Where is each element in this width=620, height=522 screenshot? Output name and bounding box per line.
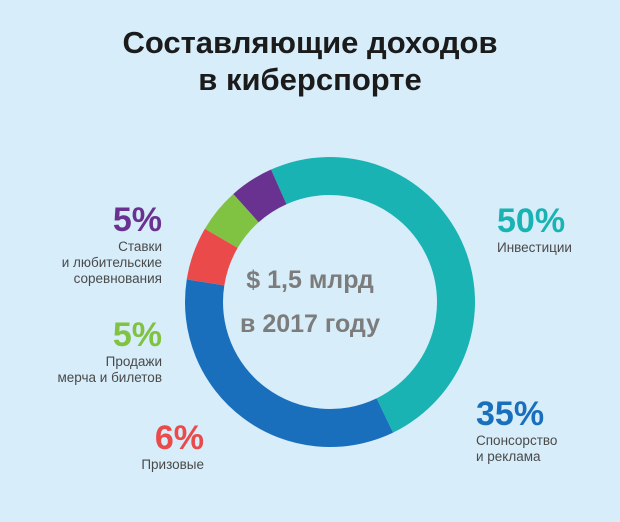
pct-sponsorship: 35% xyxy=(476,395,545,433)
slice-prizes xyxy=(186,228,238,286)
chart-title: Составляющие доходов в киберспорте xyxy=(0,24,620,98)
desc-bets-2: и любительские xyxy=(61,255,162,270)
slice-sponsorship xyxy=(184,279,394,447)
desc-sponsorship-2: и реклама xyxy=(476,449,541,464)
center-year: в 2017 году xyxy=(240,310,380,338)
label-merch: 5% Продажи мерча и билетов xyxy=(0,316,162,386)
desc-bets-1: Ставки xyxy=(118,239,162,254)
pct-prizes: 6% xyxy=(154,419,204,457)
label-bets: 5% Ставки и любительские соревнования xyxy=(0,201,162,287)
title-line-1: Составляющие доходов xyxy=(122,25,498,60)
center-amount: $ 1,5 млрд xyxy=(246,266,374,294)
desc-merch-2: мерча и билетов xyxy=(57,370,162,385)
desc-bets-3: соревнования xyxy=(73,271,162,286)
slice-bets xyxy=(233,169,287,223)
title-line-2: в киберспорте xyxy=(198,62,422,97)
pct-bets: 5% xyxy=(112,201,162,239)
label-investments: 50% Инвестиции xyxy=(497,202,620,256)
label-prizes: 6% Призовые xyxy=(34,419,204,473)
desc-sponsorship-1: Спонсорство xyxy=(476,433,558,448)
desc-merch-1: Продажи xyxy=(105,354,162,369)
desc-prizes: Призовые xyxy=(141,457,204,472)
desc-investments: Инвестиции xyxy=(497,240,572,255)
slice-merch xyxy=(204,193,259,248)
slice-investments xyxy=(271,157,475,433)
label-sponsorship: 35% Спонсорство и реклама xyxy=(476,395,620,465)
pct-investments: 50% xyxy=(497,202,566,240)
pct-merch: 5% xyxy=(112,316,162,354)
